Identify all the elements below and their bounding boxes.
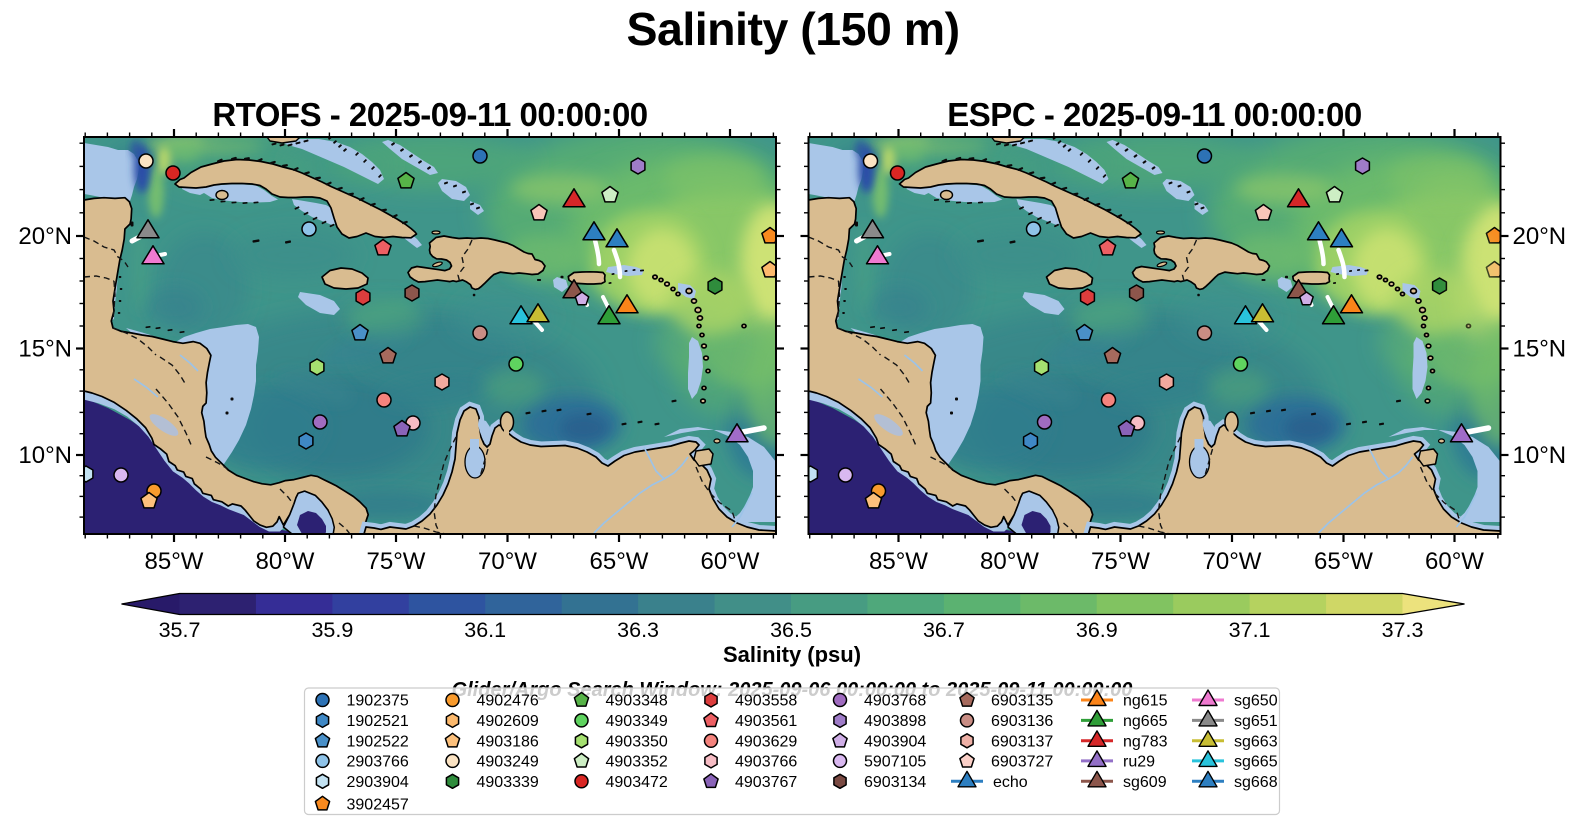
svg-text:4902476: 4902476 [477,693,539,710]
svg-text:1902375: 1902375 [347,693,409,710]
svg-text:echo: echo [993,774,1028,791]
svg-text:4903629: 4903629 [735,733,797,750]
svg-text:65°W: 65°W [590,548,649,575]
svg-text:Salinity (150 m): Salinity (150 m) [626,3,959,55]
svg-text:75°W: 75°W [1091,548,1150,575]
svg-text:ng615: ng615 [1123,693,1168,710]
svg-text:4903558: 4903558 [735,693,797,710]
svg-text:4903249: 4903249 [477,753,539,770]
svg-text:4903898: 4903898 [864,713,926,730]
svg-text:4903350: 4903350 [606,733,668,750]
svg-text:2903766: 2903766 [347,753,409,770]
svg-text:36.3: 36.3 [617,618,659,642]
svg-text:4903904: 4903904 [864,733,926,750]
svg-text:37.1: 37.1 [1229,618,1271,642]
svg-text:35.9: 35.9 [311,618,353,642]
svg-text:60°W: 60°W [1425,548,1484,575]
svg-text:sg650: sg650 [1234,693,1278,710]
svg-text:sg609: sg609 [1123,774,1167,791]
svg-text:65°W: 65°W [1314,548,1373,575]
svg-text:4903767: 4903767 [735,774,797,791]
svg-text:6903135: 6903135 [991,693,1053,710]
svg-text:4903766: 4903766 [735,753,797,770]
svg-text:80°W: 80°W [980,548,1039,575]
svg-text:5907105: 5907105 [864,753,926,770]
svg-text:20°N: 20°N [18,223,72,250]
svg-text:4903349: 4903349 [606,713,668,730]
svg-text:6903137: 6903137 [991,733,1053,750]
svg-text:85°W: 85°W [145,548,204,575]
svg-text:36.7: 36.7 [923,618,965,642]
svg-text:15°N: 15°N [1513,336,1567,363]
svg-text:ru29: ru29 [1123,753,1155,770]
svg-text:3902457: 3902457 [347,796,409,813]
svg-text:2903904: 2903904 [347,774,409,791]
svg-text:4903339: 4903339 [477,774,539,791]
svg-text:70°W: 70°W [478,548,537,575]
svg-text:75°W: 75°W [367,548,426,575]
svg-text:sg663: sg663 [1234,733,1278,750]
svg-text:RTOFS - 2025-09-11 00:00:00: RTOFS - 2025-09-11 00:00:00 [212,96,647,133]
svg-text:36.5: 36.5 [770,618,812,642]
svg-text:4903348: 4903348 [606,693,668,710]
svg-text:ng783: ng783 [1123,733,1168,750]
svg-text:6903727: 6903727 [991,753,1053,770]
svg-text:1902521: 1902521 [347,713,409,730]
svg-text:70°W: 70°W [1203,548,1262,575]
svg-text:1902522: 1902522 [347,733,409,750]
svg-text:ESPC - 2025-09-11 00:00:00: ESPC - 2025-09-11 00:00:00 [947,96,1361,133]
svg-text:4903472: 4903472 [606,774,668,791]
svg-text:10°N: 10°N [18,442,72,469]
svg-text:6903134: 6903134 [864,774,926,791]
svg-text:15°N: 15°N [18,336,72,363]
svg-text:80°W: 80°W [256,548,315,575]
svg-text:60°W: 60°W [701,548,760,575]
svg-text:sg651: sg651 [1234,713,1278,730]
svg-text:Salinity (psu): Salinity (psu) [723,642,861,667]
svg-text:20°N: 20°N [1513,223,1567,250]
svg-text:35.7: 35.7 [159,618,201,642]
svg-text:37.3: 37.3 [1382,618,1424,642]
svg-text:4903768: 4903768 [864,693,926,710]
svg-text:10°N: 10°N [1513,442,1567,469]
svg-text:ng665: ng665 [1123,713,1168,730]
svg-text:85°W: 85°W [869,548,928,575]
svg-text:4902609: 4902609 [477,713,539,730]
svg-text:4903352: 4903352 [606,753,668,770]
svg-text:4903186: 4903186 [477,733,539,750]
svg-text:4903561: 4903561 [735,713,797,730]
svg-text:6903136: 6903136 [991,713,1053,730]
svg-text:36.1: 36.1 [464,618,506,642]
svg-text:sg668: sg668 [1234,774,1278,791]
svg-text:sg665: sg665 [1234,753,1278,770]
svg-text:36.9: 36.9 [1076,618,1118,642]
